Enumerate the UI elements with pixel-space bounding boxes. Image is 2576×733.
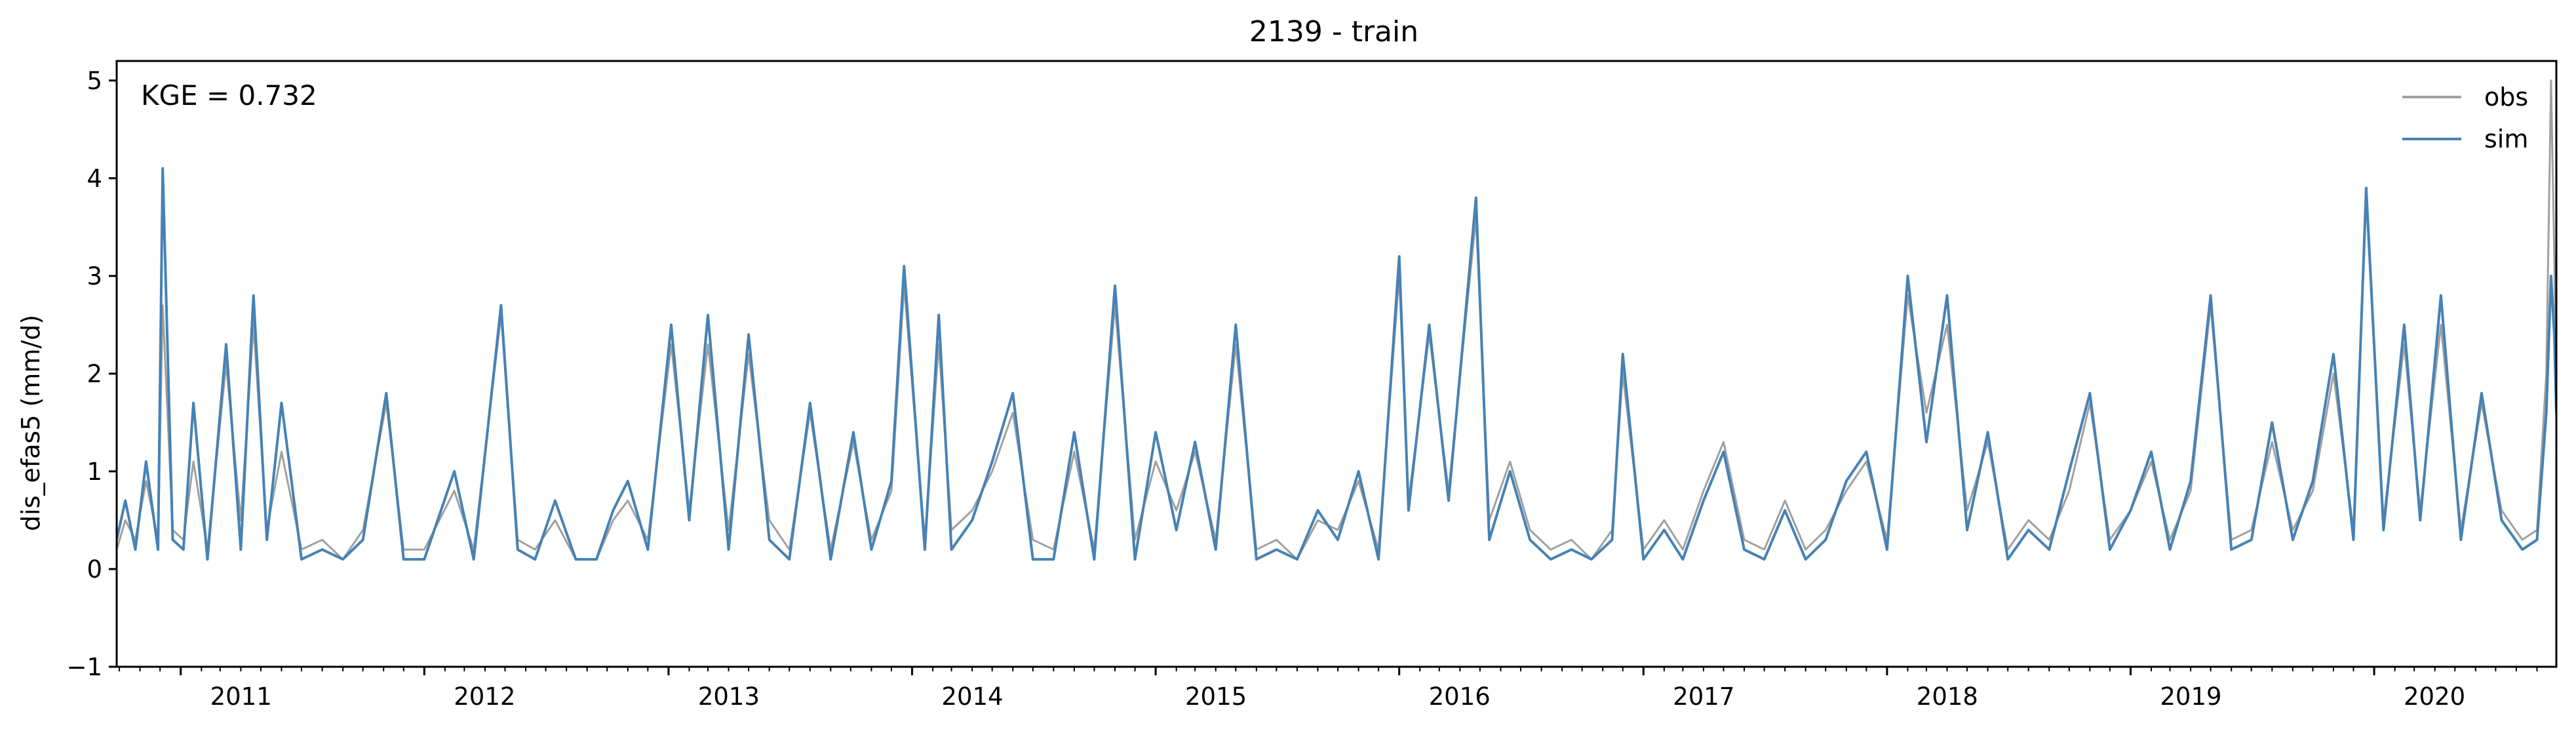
x-tick-label: 2019 <box>2160 683 2221 711</box>
plot-frame <box>115 60 2558 668</box>
y-tick-label: 0 <box>87 555 102 584</box>
x-tick-label: 2015 <box>1185 683 1247 711</box>
legend: obs sim <box>2402 83 2528 153</box>
x-tick-label: 2016 <box>1429 683 1491 711</box>
y-tick-label: 2 <box>87 360 102 388</box>
kge-annotation: KGE = 0.732 <box>141 79 317 111</box>
axes-layer: −1 0 1 2 3 4 5 2011 2012 2013 2014 2015 2016 2017 2018… <box>66 60 2558 711</box>
y-tick-label: −1 <box>66 653 102 681</box>
x-tick-label: 2020 <box>2404 683 2465 711</box>
series-line-obs <box>117 79 2556 561</box>
y-tick-label: 3 <box>87 262 102 290</box>
chart-title: 2139 - train <box>1249 15 1418 49</box>
x-tick-label: 2017 <box>1673 683 1734 711</box>
x-tick-label: 2018 <box>1917 683 1978 711</box>
x-tick-label: 2012 <box>454 683 515 711</box>
y-axis-label: dis_efas5 (mm/d) <box>16 315 45 531</box>
x-tick-label: 2014 <box>941 683 1003 711</box>
legend-obs-label: obs <box>2484 83 2528 111</box>
x-tick-label: 2013 <box>698 683 760 711</box>
x-tick-label: 2011 <box>210 683 272 711</box>
series-layer <box>117 79 2556 561</box>
legend-sim-label: sim <box>2484 125 2528 153</box>
series-line-sim <box>117 167 2556 561</box>
y-tick-label: 4 <box>87 165 102 193</box>
y-tick-label: 1 <box>87 458 102 486</box>
y-tick-label: 5 <box>87 67 102 95</box>
